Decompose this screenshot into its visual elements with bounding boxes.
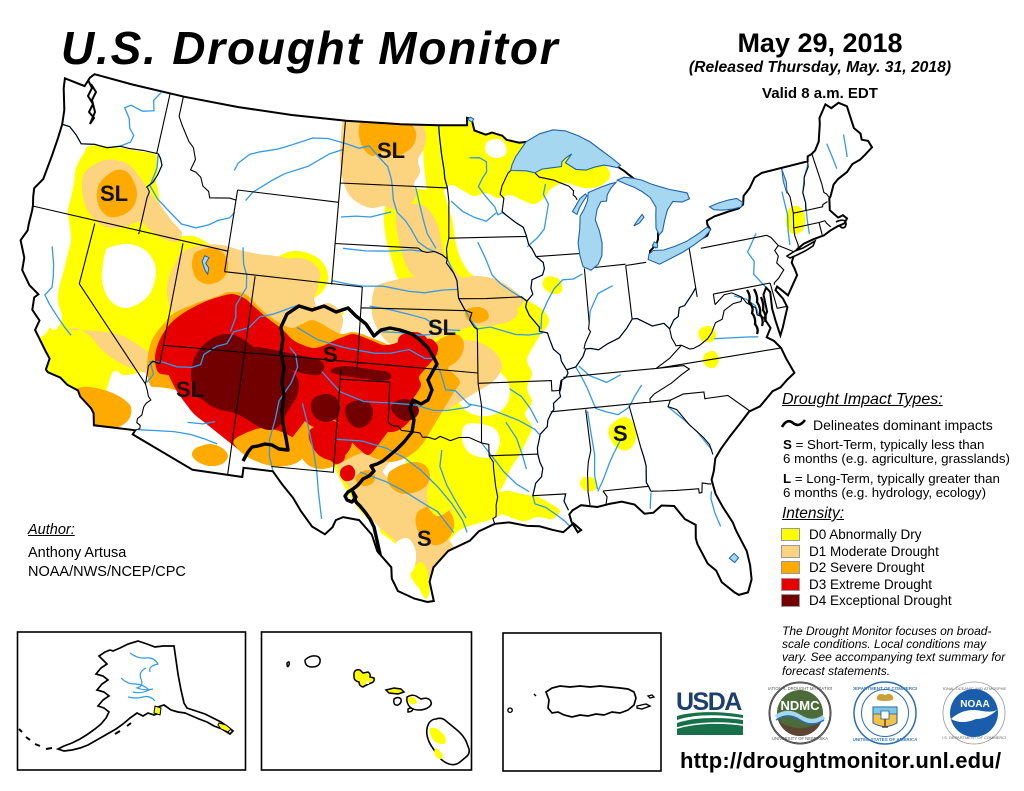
svg-text:NATIONAL DROUGHT MITIGATION: NATIONAL DROUGHT MITIGATION — [768, 686, 832, 691]
svg-text:SL: SL — [100, 181, 128, 206]
svg-text:S: S — [417, 526, 432, 551]
svg-text:UNIVERSITY OF NEBRASKA: UNIVERSITY OF NEBRASKA — [772, 736, 828, 741]
svg-text:SL: SL — [176, 377, 204, 402]
svg-text:S: S — [613, 421, 628, 446]
svg-text:NATIONAL OCEANIC AND ATMOSPHER: NATIONAL OCEANIC AND ATMOSPHERIC — [942, 686, 1006, 691]
svg-text:USDA: USDA — [676, 689, 742, 716]
svg-text:UNITED STATES OF AMERICA: UNITED STATES OF AMERICA — [853, 737, 917, 742]
svg-text:SL: SL — [377, 138, 405, 163]
svg-text:S: S — [323, 342, 338, 367]
svg-text:SL: SL — [428, 315, 456, 340]
svg-text:DEPARTMENT OF COMMERCE: DEPARTMENT OF COMMERCE — [853, 686, 917, 691]
svg-text:U.S. DEPARTMENT OF COMMERCE: U.S. DEPARTMENT OF COMMERCE — [942, 735, 1006, 740]
svg-text:NDMC: NDMC — [781, 698, 821, 713]
svg-text:NOAA: NOAA — [960, 699, 989, 710]
